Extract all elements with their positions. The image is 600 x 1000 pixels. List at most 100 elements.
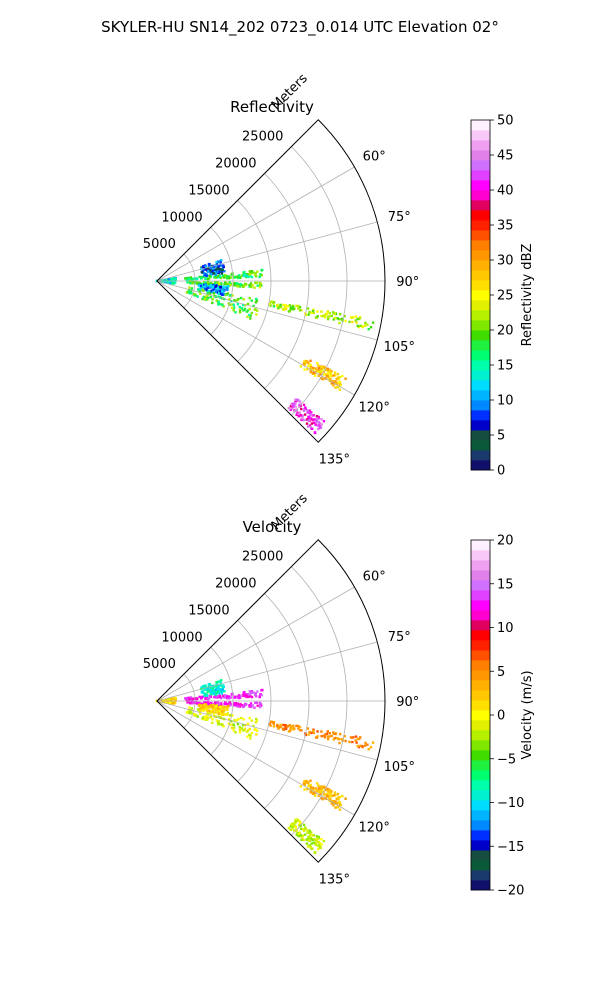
range-gate (202, 296, 205, 299)
colorbar-swatch (471, 670, 490, 681)
range-gate (302, 782, 306, 785)
range-gate (209, 689, 212, 692)
range-gate (259, 283, 262, 286)
range-gate (291, 822, 295, 826)
range-gate (326, 367, 329, 370)
range-gate (324, 733, 327, 736)
range-gate (371, 741, 375, 744)
range-gate (214, 282, 217, 285)
range-gate (289, 728, 292, 731)
range-gate (334, 806, 337, 809)
range-gate (291, 402, 295, 406)
range-gate (200, 697, 203, 700)
range-gate (332, 738, 335, 741)
range-gate (225, 706, 229, 710)
range-gate (324, 793, 327, 796)
range-gate (171, 281, 175, 285)
range-gate (311, 838, 314, 842)
range-gate (288, 304, 292, 307)
colorbar-swatch (471, 710, 490, 721)
sector-frame (156, 539, 386, 863)
range-gate (294, 820, 297, 824)
range-gate (248, 693, 251, 696)
range-gate (248, 297, 251, 300)
range-gate (304, 407, 307, 411)
range-gate (298, 821, 302, 824)
azimuth-gridline (156, 641, 378, 702)
range-gate (255, 313, 258, 316)
range-gate (341, 794, 344, 798)
range-gate (317, 420, 320, 424)
range-gate (229, 294, 232, 297)
range-gate (299, 365, 303, 368)
range-gate (306, 788, 309, 791)
range-gate (203, 283, 206, 287)
range-gate (312, 731, 315, 735)
colorbar-swatch (471, 740, 490, 751)
range-gate (366, 743, 369, 746)
range-gate (321, 798, 324, 801)
range-gate (204, 273, 207, 276)
colorbar-tick-label: 15 (497, 359, 514, 374)
range-gate (198, 701, 201, 705)
range-gate (322, 373, 326, 376)
colorbar-swatch (471, 370, 490, 381)
range-gate (320, 423, 323, 426)
range-gate (203, 285, 206, 289)
range-gate (291, 305, 295, 309)
range-gate (317, 364, 320, 367)
range-tick-label: 10000 (161, 210, 202, 225)
range-gate (312, 789, 315, 792)
range-gate (303, 413, 307, 416)
range-gate (250, 285, 253, 289)
range-gate (208, 696, 211, 700)
range-gate (212, 688, 215, 692)
range-gate (232, 306, 236, 309)
range-gate (198, 695, 201, 699)
range-gate (326, 730, 329, 733)
range-gate (218, 270, 221, 273)
range-gate (311, 418, 314, 422)
range-gate (204, 693, 207, 696)
range-gate (202, 709, 205, 712)
echo-feature (199, 259, 226, 277)
range-gate (214, 285, 218, 288)
colorbar-swatch (471, 380, 490, 391)
range-gate (249, 275, 252, 278)
range-gate (218, 264, 221, 267)
colorbar-swatch (471, 680, 490, 691)
colorbar-swatch (471, 390, 490, 401)
range-gate (302, 362, 306, 365)
range-gate (173, 701, 177, 704)
range-gate (344, 319, 347, 323)
range-gate (205, 714, 209, 717)
range-gate (307, 839, 311, 842)
range-gate (294, 406, 297, 409)
range-gate (356, 737, 359, 741)
range-gate (218, 275, 222, 278)
range-gate (214, 268, 218, 271)
range-gate (254, 272, 257, 275)
range-gate (211, 298, 214, 301)
range-gate (343, 735, 346, 738)
range-gate (297, 727, 300, 730)
range-gate (313, 418, 316, 421)
range-gate (236, 303, 240, 306)
colorbar-swatch (471, 340, 490, 351)
range-gate (260, 694, 263, 697)
range-gate (221, 303, 224, 307)
range-gate (351, 740, 354, 744)
range-gate (212, 692, 215, 695)
range-gate (311, 309, 315, 313)
range-gate (332, 794, 336, 797)
range-gate (198, 287, 202, 290)
range-gate (325, 732, 329, 735)
range-gate (324, 368, 328, 372)
range-gate (314, 736, 318, 739)
range-gate (332, 384, 335, 387)
range-gate (337, 801, 341, 804)
range-gate (252, 691, 255, 694)
range-gate (246, 722, 250, 726)
range-gate (337, 381, 341, 384)
sector-frame (156, 119, 386, 443)
